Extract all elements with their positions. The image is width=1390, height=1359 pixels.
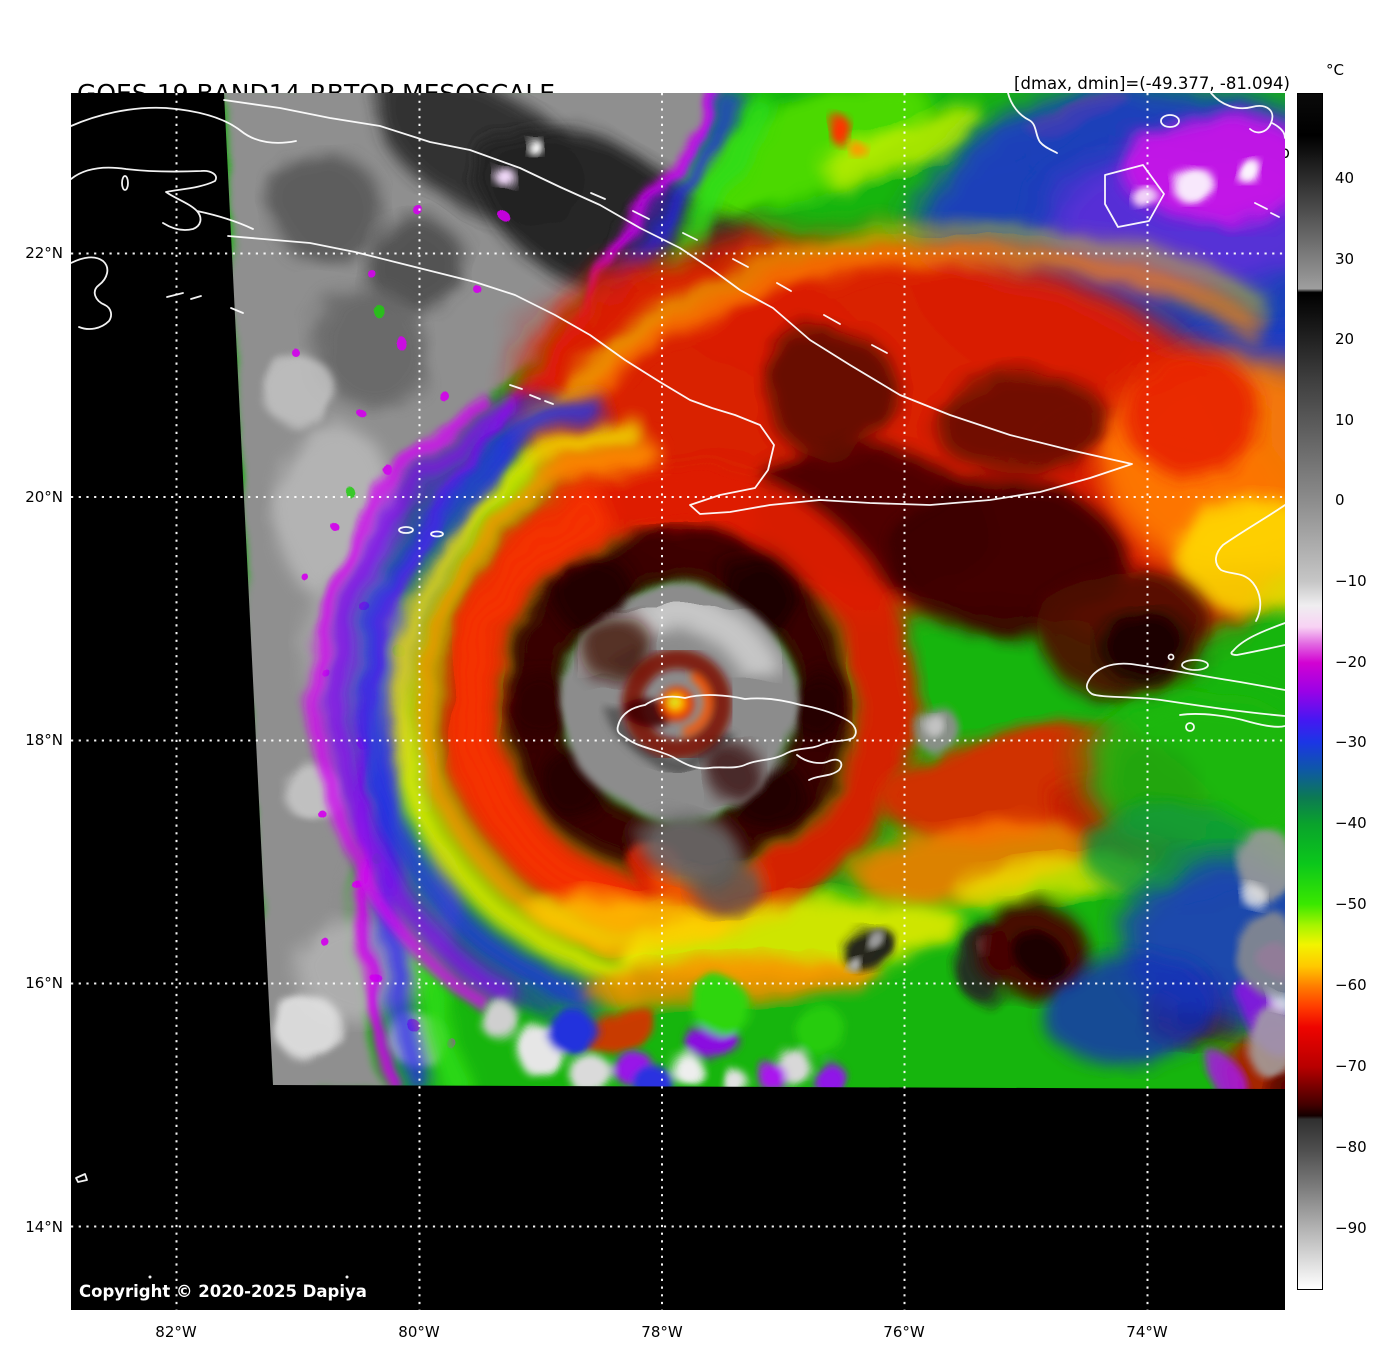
coast-jamaica-se (796, 754, 843, 781)
coast-west-cuba (71, 106, 297, 144)
lon-tick-label: 78°W (641, 1323, 683, 1341)
coast-haiti-mole (1230, 622, 1285, 656)
colorbar-tick-label: 0 (1335, 491, 1345, 509)
coast-cuba (223, 99, 1133, 515)
coast-bahamas-ne (1210, 93, 1285, 139)
coast-cuba-keys (590, 192, 888, 354)
coast-haiti-tiburon (1085, 662, 1285, 717)
coast-zapata (71, 166, 254, 231)
coast-cayman-2 (430, 530, 444, 538)
coast-isle-of-youth (71, 256, 112, 330)
coast-acklins (1007, 93, 1058, 154)
coast-haiti-south (1179, 713, 1285, 728)
colorbar-tick-label: 40 (1335, 169, 1355, 187)
colorbar-tick-label: 30 (1335, 250, 1355, 268)
colorbar-tick-label: 20 (1335, 330, 1355, 348)
lon-tick-label: 82°W (155, 1323, 197, 1341)
grid-lines (71, 93, 1285, 1310)
coast-swan-island (75, 1173, 88, 1183)
colorbar-tick-label: −90 (1335, 1219, 1367, 1237)
satellite-map: Copyright © 2020-2025 Dapiya (71, 93, 1285, 1310)
coast-jardines-keys (509, 384, 554, 405)
coast-little-inagua (1160, 114, 1180, 128)
ir-data-sector (224, 93, 1285, 1089)
colorbar-tick-label: −50 (1335, 895, 1367, 913)
coast-inagua (1104, 164, 1165, 228)
lat-tick-label: 22°N (25, 244, 63, 262)
coastlines (71, 93, 1285, 1279)
coast-haiti-nw (1215, 504, 1285, 622)
colorbar-tick-label: −80 (1335, 1138, 1367, 1156)
coast-jamaica (616, 694, 857, 770)
lat-tick-label: 20°N (25, 488, 63, 506)
colorbar-tick-label: −70 (1335, 1057, 1367, 1075)
lon-tick-label: 76°W (883, 1323, 925, 1341)
lat-tick-label: 14°N (25, 1218, 63, 1236)
coast-cayman (398, 526, 414, 534)
colorbar-tick-label: −40 (1335, 814, 1367, 832)
colorbar-tick-label: 10 (1335, 411, 1355, 429)
copyright-notice: Copyright © 2020-2025 Dapiya (79, 1282, 367, 1301)
coast-turks (1254, 202, 1280, 218)
colorbar (1297, 93, 1323, 1290)
colorbar-tick-label: −10 (1335, 572, 1367, 590)
coast-gonave (1181, 659, 1209, 671)
lat-tick-label: 16°N (25, 974, 63, 992)
colorbar-tick-label: −20 (1335, 653, 1367, 671)
colorbar-unit: °C (1326, 61, 1344, 79)
lat-tick-label: 18°N (25, 731, 63, 749)
lon-tick-label: 80°W (398, 1323, 440, 1341)
dmax-dmin-readout: [dmax, dmin]=(-49.377, -81.094) (1014, 74, 1290, 93)
satellite-imagery (71, 93, 1285, 1310)
colorbar-tick-label: −60 (1335, 976, 1367, 994)
lon-tick-label: 74°W (1126, 1323, 1168, 1341)
colorbar-tick-label: −30 (1335, 733, 1367, 751)
